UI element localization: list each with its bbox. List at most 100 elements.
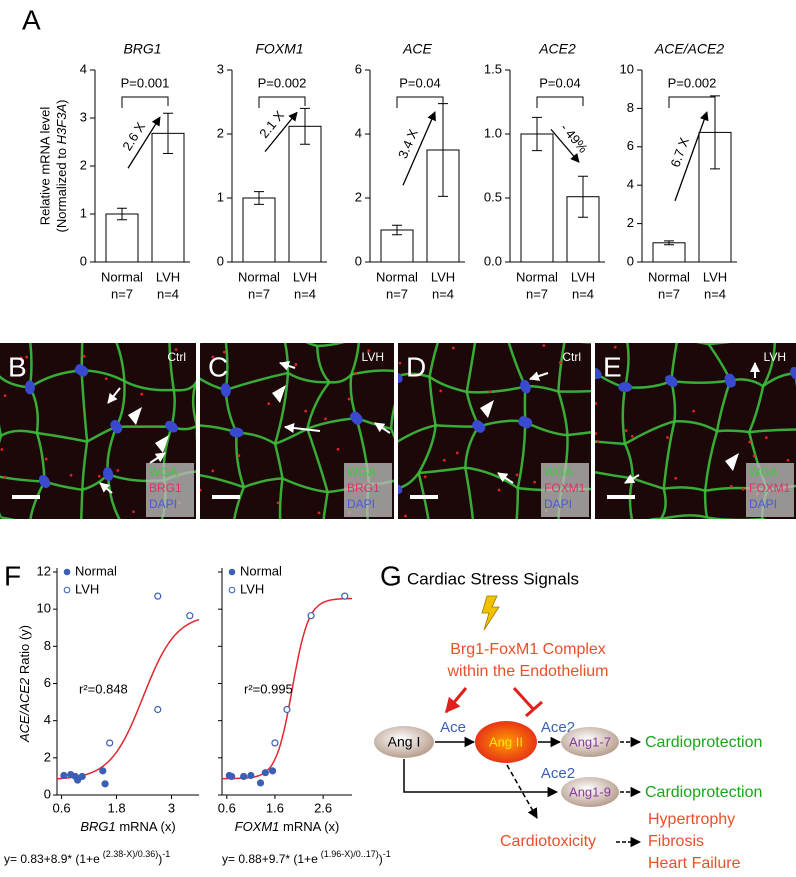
speck (132, 510, 135, 514)
bar (242, 197, 276, 263)
y-tick-label: 0 (355, 253, 362, 268)
membrane (322, 535, 371, 538)
membrane (36, 431, 88, 443)
outcome-label: Cardioprotection (645, 734, 762, 751)
speck (558, 361, 562, 365)
membrane (708, 343, 731, 346)
nucleus (398, 483, 403, 495)
membrane (748, 385, 765, 433)
pointer-wedge (725, 453, 739, 471)
error-bar (163, 112, 173, 155)
sample-size: n=4 (157, 286, 179, 301)
point (240, 772, 248, 781)
y-tick-label: 1 (217, 189, 224, 204)
y-axis-title-part: ) (54, 100, 69, 104)
speck (595, 402, 598, 405)
formula-part: ) (379, 852, 383, 866)
pointer-wedge (272, 385, 286, 403)
p-value: P=0.002 (258, 75, 307, 90)
x-axis-title: FOXM1 mRNA (x) (235, 819, 340, 834)
formula-part: -1 (383, 849, 391, 859)
speck (764, 436, 768, 440)
nucleus (618, 382, 633, 393)
speck (25, 355, 29, 359)
y-tick-label: 1 (80, 205, 87, 220)
speck (455, 451, 459, 455)
point (186, 612, 194, 620)
nucleus (24, 380, 35, 395)
micrograph: D Ctrl WGA FOXM1 DAPI (398, 324, 591, 519)
speck (367, 349, 371, 353)
speck (3, 475, 7, 479)
arrow (403, 759, 559, 798)
membrane (706, 516, 763, 519)
x-tick-label: Normal (516, 269, 558, 284)
membrane (417, 472, 430, 519)
enzyme-label: Ace2 (541, 765, 575, 782)
significance-bracket (258, 96, 306, 108)
legend-marker (63, 568, 71, 576)
stain-label: WGA (149, 465, 178, 479)
y-tick-label: 2 (44, 749, 51, 764)
y-tick-label: 0 (627, 253, 634, 268)
y-tick-label: 1.5 (484, 61, 502, 76)
y-tick-label: 3 (217, 61, 224, 76)
sample-size: n=7 (526, 286, 548, 301)
stain-label: WGA (749, 465, 778, 479)
speck (267, 402, 271, 406)
speck (410, 373, 414, 377)
membrane (115, 334, 169, 339)
stain-legend (746, 463, 794, 517)
y-tick-label: 4 (355, 125, 362, 140)
membrane (775, 324, 796, 336)
speck (748, 440, 752, 444)
membrane (703, 430, 719, 491)
fold-arrow (402, 111, 436, 186)
bar (520, 133, 554, 263)
membrane (350, 343, 361, 375)
membrane (233, 531, 282, 534)
condition-label: Ctrl (167, 350, 186, 364)
x-tick-label: Normal (376, 269, 418, 284)
fold-change: 2.6 X (119, 119, 148, 153)
pointer-arrow (279, 361, 296, 371)
x-tick-label: 0.6 (53, 800, 71, 815)
stain-legend (146, 463, 194, 517)
error-bar (392, 224, 402, 236)
point (228, 772, 236, 781)
micrograph: B Ctrl WGA BRG1 DAPI (0, 325, 196, 519)
y-tick-label: 6 (627, 138, 634, 153)
stain-label: DAPI (149, 497, 177, 511)
membrane (28, 325, 83, 333)
nucleus (103, 467, 114, 482)
speck (624, 429, 628, 432)
y-tick-label: 8 (627, 100, 634, 115)
panel-label: A (22, 4, 41, 35)
membrane (306, 381, 331, 430)
stain-label: BRG1 (149, 481, 182, 495)
point (74, 776, 82, 784)
bar (288, 125, 322, 263)
pointer-wedge (155, 435, 169, 453)
error-bar (532, 116, 542, 152)
stain-label: WGA (347, 465, 376, 479)
point (154, 592, 162, 600)
speck (786, 458, 790, 462)
enzyme-label: Ace (440, 719, 466, 736)
tissue (398, 324, 591, 519)
membrane (317, 343, 346, 348)
node (561, 777, 619, 807)
nucleus (220, 383, 231, 397)
complex-label: Brg1-FoxM1 Complex (450, 641, 606, 658)
speck (237, 454, 241, 458)
membrane (696, 343, 709, 346)
x-tick-label: 1.6 (266, 800, 284, 815)
membrane (504, 324, 565, 339)
sample-size: n=7 (658, 286, 680, 301)
membrane (428, 343, 440, 377)
legend-label: Normal (75, 563, 117, 578)
y-tick-label: 1.0 (484, 125, 502, 140)
formula-part: y= 0.88+9.7* (1+e (222, 852, 318, 866)
y-axis-title-part: (Normalized to (54, 144, 69, 232)
pointer-arrow (284, 423, 321, 433)
